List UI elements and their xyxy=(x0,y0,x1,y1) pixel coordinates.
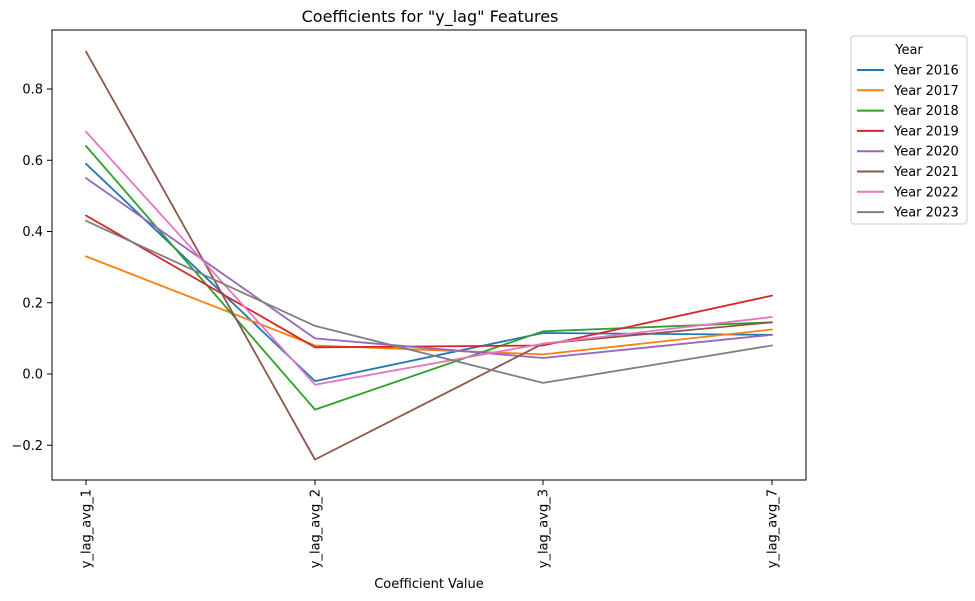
y-tick-label: −0.2 xyxy=(11,439,43,454)
plot-frame xyxy=(51,29,807,481)
y-tick-label: 0.4 xyxy=(22,225,43,240)
series-line xyxy=(85,145,773,411)
x-tick-label: y_lag_avg_7 xyxy=(766,489,781,568)
x-tick-label: y_lag_avg_2 xyxy=(309,489,324,568)
series-line xyxy=(85,130,773,386)
legend-entry-label: Year 2016 xyxy=(893,64,959,79)
legend-entry-label: Year 2023 xyxy=(893,206,959,221)
legend-title: Year xyxy=(894,43,923,58)
y-tick-label: 0.8 xyxy=(22,83,43,98)
series-line xyxy=(85,255,773,356)
series-line xyxy=(85,50,773,461)
legend-entry-label: Year 2017 xyxy=(893,84,959,99)
legend-entry-label: Year 2018 xyxy=(893,104,959,119)
x-axis-label: Coefficient Value xyxy=(374,577,484,592)
y-axis: −0.2 0.0 0.2 0.4 0.6 0.8 xyxy=(11,83,52,454)
x-tick-label: y_lag_avg_1 xyxy=(80,489,95,568)
series-lines xyxy=(85,50,773,461)
chart-title: Coefficients for "y_lag" Features xyxy=(302,7,559,27)
y-tick-label: 0.6 xyxy=(22,154,43,169)
y-tick-label: 0.0 xyxy=(22,368,43,383)
series-line xyxy=(85,219,773,384)
y-tick-label: 0.2 xyxy=(22,296,43,311)
legend-entry-label: Year 2021 xyxy=(893,165,959,180)
series-line xyxy=(85,214,773,349)
legend-entry-label: Year 2020 xyxy=(893,145,959,160)
legend-entry-label: Year 2022 xyxy=(893,185,959,200)
x-tick-label: y_lag_avg_3 xyxy=(537,489,552,568)
legend-entries: Year 2016 Year 2017 Year 2018 Year 2019 Year… xyxy=(857,64,959,221)
legend-frame xyxy=(850,35,968,225)
x-axis: y_lag_avg_1 y_lag_avg_2 y_lag_avg_3 y_lag_a… xyxy=(80,480,781,568)
legend-entry-label: Year 2019 xyxy=(893,124,959,139)
